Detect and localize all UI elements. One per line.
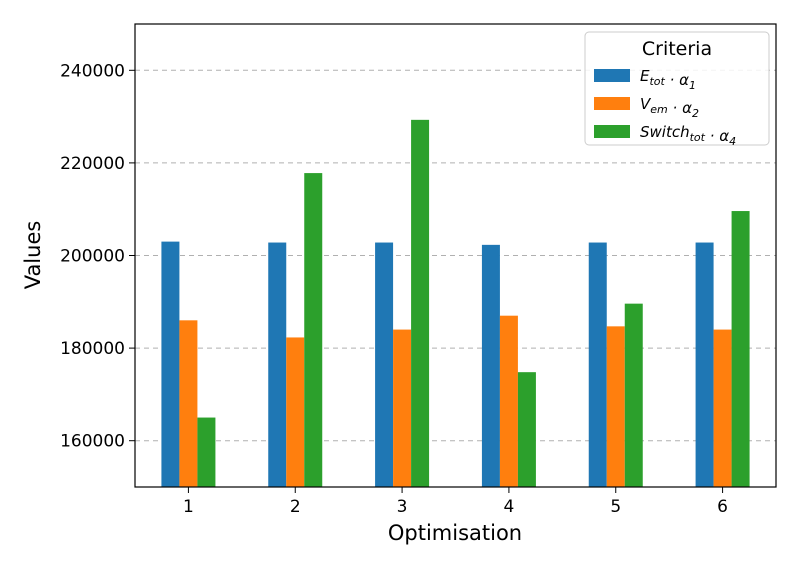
y-tick-label: 240000	[60, 61, 125, 81]
y-tick-label: 180000	[60, 339, 125, 359]
legend-items: Etot · α1 Vem · α2 Switchtot · α4	[594, 67, 736, 148]
bar-series-2-cat-2	[286, 337, 305, 487]
legend-label-2: Vem · α2	[640, 95, 699, 120]
legend-title: Criteria	[642, 38, 712, 60]
legend-label-3: Switchtot · α4	[640, 123, 736, 148]
bar-series-3-cat-2	[304, 173, 323, 487]
bar-series-1-cat-2	[268, 242, 287, 487]
bars	[161, 119, 750, 487]
bar-series-1-cat-6	[695, 242, 714, 487]
bar-series-1-cat-5	[588, 242, 607, 487]
x-axis-label: Optimisation	[388, 521, 522, 545]
x-tick-label: 1	[183, 497, 194, 517]
legend-swatch-1	[594, 69, 630, 82]
legend-box	[584, 31, 770, 146]
bar-series-3-cat-1	[197, 417, 216, 487]
bar-series-2-cat-4	[499, 315, 518, 487]
bar-series-2-cat-6	[713, 329, 732, 487]
y-tick-label: 160000	[60, 432, 125, 452]
legend-swatch-3	[594, 125, 630, 138]
x-tick-label: 5	[610, 497, 621, 517]
x-tick-label: 6	[717, 497, 728, 517]
bar-series-2-cat-5	[606, 326, 625, 487]
legend-label-1: Etot · α1	[640, 67, 696, 92]
y-tick-label: 200000	[60, 247, 125, 267]
x-axis: 1 2 3 4 5 6	[183, 487, 728, 517]
bar-series-3-cat-6	[731, 211, 750, 487]
bar-series-3-cat-5	[624, 303, 643, 487]
bar-series-2-cat-1	[179, 320, 198, 487]
x-tick-label: 2	[290, 497, 301, 517]
bar-series-3-cat-3	[411, 119, 430, 487]
legend-swatch-2	[594, 97, 630, 110]
bar-series-1-cat-4	[481, 244, 500, 487]
y-tick-label: 220000	[60, 154, 125, 174]
x-tick-label: 3	[397, 497, 408, 517]
bar-series-3-cat-4	[517, 372, 536, 487]
bar-series-2-cat-3	[393, 329, 412, 487]
legend: Criteria Etot · α1 Vem · α2 Switchtot · α4	[584, 31, 770, 148]
y-axis-label: Values	[21, 221, 45, 290]
bar-series-1-cat-3	[375, 242, 394, 487]
bar-series-1-cat-1	[161, 241, 180, 487]
x-tick-label: 4	[504, 497, 515, 517]
y-axis: 160000 180000 200000 220000 240000	[60, 61, 135, 452]
